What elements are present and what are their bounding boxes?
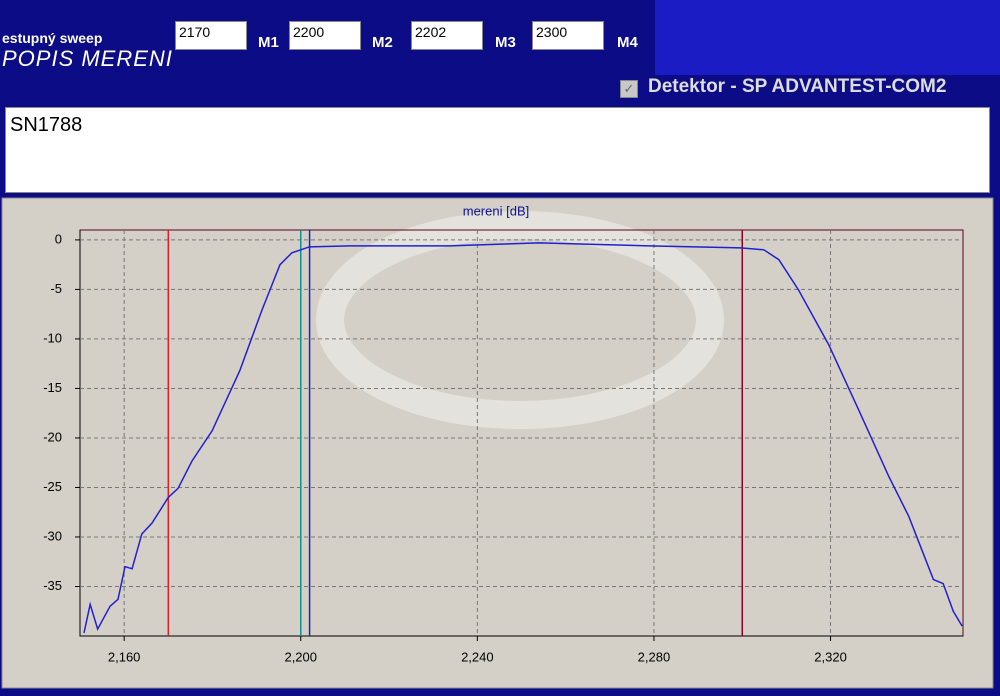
marker-label: M2 bbox=[372, 34, 393, 51]
panel bbox=[655, 0, 1000, 75]
x-tick-label: 2,280 bbox=[638, 649, 671, 664]
y-tick-label: -20 bbox=[43, 429, 62, 444]
y-tick-label: 0 bbox=[55, 231, 62, 246]
y-tick-label: -15 bbox=[43, 380, 62, 395]
marker-input[interactable]: 2202 bbox=[411, 21, 483, 50]
y-tick-label: -30 bbox=[43, 528, 62, 543]
marker-input[interactable]: 2200 bbox=[289, 21, 361, 50]
checkbox[interactable]: ✓ bbox=[620, 80, 638, 98]
sweep-label: estupný sweep bbox=[2, 30, 103, 46]
y-tick-label: -10 bbox=[43, 330, 62, 345]
y-tick-label: -25 bbox=[43, 479, 62, 494]
chart-panel bbox=[1, 197, 994, 689]
marker-input[interactable]: 2170 bbox=[175, 21, 247, 50]
data-line bbox=[83, 242, 963, 634]
marker-label: M3 bbox=[495, 34, 516, 51]
x-tick-label: 2,320 bbox=[814, 649, 847, 664]
marker-label: M4 bbox=[617, 34, 638, 51]
x-tick-label: 2,200 bbox=[284, 649, 317, 664]
y-tick-label: -35 bbox=[43, 578, 62, 593]
description-box[interactable]: SN1788 bbox=[5, 107, 990, 193]
marker-label: M1 bbox=[258, 34, 279, 51]
checkbox-label[interactable]: Detektor - SP ADVANTEST-COM2 bbox=[648, 76, 947, 97]
section-title: POPIS MERENI bbox=[2, 46, 173, 71]
watermark bbox=[316, 211, 724, 429]
marker-input[interactable]: 2300 bbox=[532, 21, 604, 50]
y-tick-label: -5 bbox=[50, 281, 62, 296]
x-tick-label: 2,240 bbox=[461, 649, 494, 664]
chart-title: mereni [dB] bbox=[463, 203, 529, 218]
x-tick-label: 2,160 bbox=[108, 649, 141, 664]
